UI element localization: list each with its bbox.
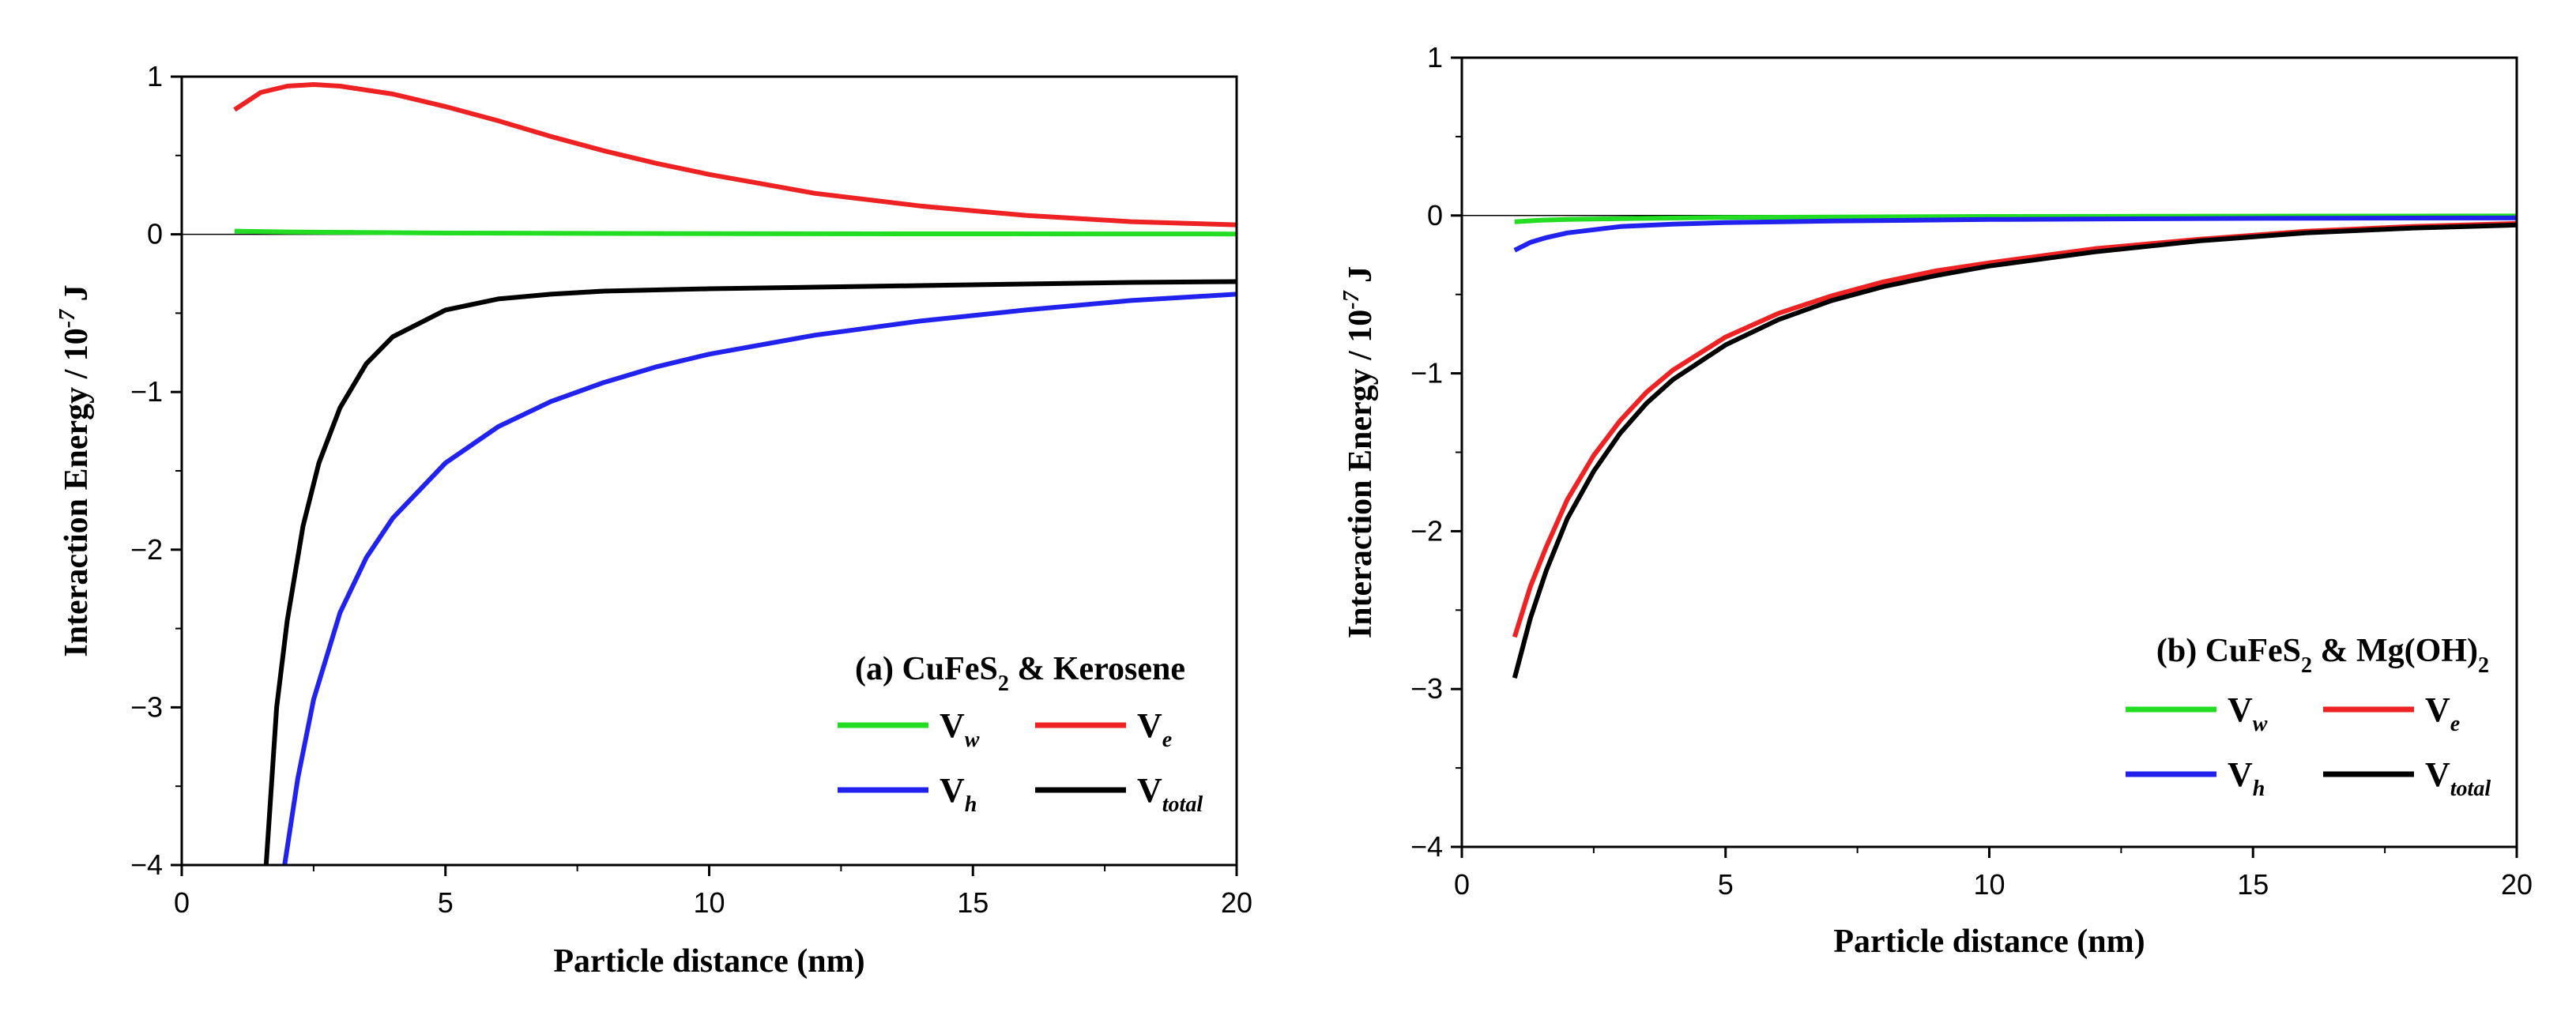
y-axis-label: Interaction Energy / 10-7 J — [1339, 266, 1379, 638]
legend-label: Ve — [1137, 706, 1172, 752]
y-tick-label: −4 — [1410, 830, 1443, 863]
series-line-Vh — [1513, 215, 2517, 253]
legend-item-Vtotal: Vtotal — [2323, 755, 2491, 801]
y-tick-label: 0 — [1427, 199, 1443, 231]
series-line-Ve — [233, 82, 1237, 228]
x-axis-label: Particle distance (nm) — [1833, 924, 2145, 960]
legend-label: Vtotal — [1137, 771, 1203, 817]
chart-panel-b: 0 5 10 15 20 −4 −3 −2 −1 0 1 Particle distance (nm)… — [1339, 41, 2533, 960]
x-tick-label: 20 — [2501, 868, 2533, 901]
x-tick-label: 5 — [1718, 868, 1734, 901]
chart-title: (a) CuFeS2 & Kerosene — [855, 651, 1185, 696]
series-line-Vh — [282, 292, 1237, 865]
legend-item-Vtotal: Vtotal — [1035, 771, 1203, 817]
y-tick-label: −3 — [130, 690, 163, 723]
legend-item-Ve: Ve — [1035, 706, 1172, 752]
y-tick-label: −4 — [130, 848, 163, 881]
x-tick-label: 20 — [1221, 886, 1252, 919]
x-tick-label: 0 — [174, 886, 190, 919]
legend-item-Vw: Vw — [838, 706, 980, 752]
y-tick-label: −1 — [1410, 357, 1443, 389]
legend-label: Vw — [2228, 690, 2268, 736]
y-tick-label: −1 — [130, 375, 163, 408]
legend-label: Ve — [2425, 690, 2460, 736]
legend-label: Vtotal — [2425, 755, 2491, 801]
x-axis-label: Particle distance (nm) — [553, 943, 864, 980]
x-tick-label: 5 — [438, 886, 454, 919]
legend-item-Vw: Vw — [2126, 690, 2268, 736]
x-tick-label: 15 — [2237, 868, 2269, 901]
series-line-Vtotal — [263, 279, 1237, 865]
chart-panel-a: 0 5 10 15 20 −4 −3 −2 −1 0 1 Particle distance (nm)… — [55, 60, 1252, 980]
plot-frame — [180, 75, 1238, 867]
legend-item-Vh: Vh — [838, 771, 977, 817]
y-tick-label: 0 — [147, 218, 163, 250]
y-tick-label: 1 — [1427, 41, 1443, 73]
legend-item-Ve: Ve — [2323, 690, 2460, 736]
y-tick-label: −3 — [1410, 672, 1443, 705]
chart-title: (b) CuFeS2 & Mg(OH)2 — [2156, 633, 2489, 678]
y-tick-label: −2 — [1410, 514, 1443, 547]
y-tick-label: −2 — [130, 533, 163, 566]
series-line-Vtotal — [1512, 222, 2517, 679]
plot-frame — [1460, 56, 2518, 848]
x-tick-label: 10 — [693, 886, 725, 919]
legend-label: Vw — [940, 706, 980, 752]
x-tick-label: 0 — [1454, 868, 1470, 901]
series-line-Vw — [234, 228, 1237, 237]
x-tick-label: 10 — [1973, 868, 2005, 901]
legend-label: Vh — [2228, 755, 2265, 801]
legend-item-Vh: Vh — [2126, 755, 2265, 801]
legend-label: Vh — [940, 771, 977, 817]
x-tick-label: 15 — [957, 886, 989, 919]
y-tick-label: 1 — [147, 60, 163, 92]
series-line-Ve — [1512, 220, 2517, 638]
y-axis-label: Interaction Energy / 10-7 J — [55, 284, 95, 656]
